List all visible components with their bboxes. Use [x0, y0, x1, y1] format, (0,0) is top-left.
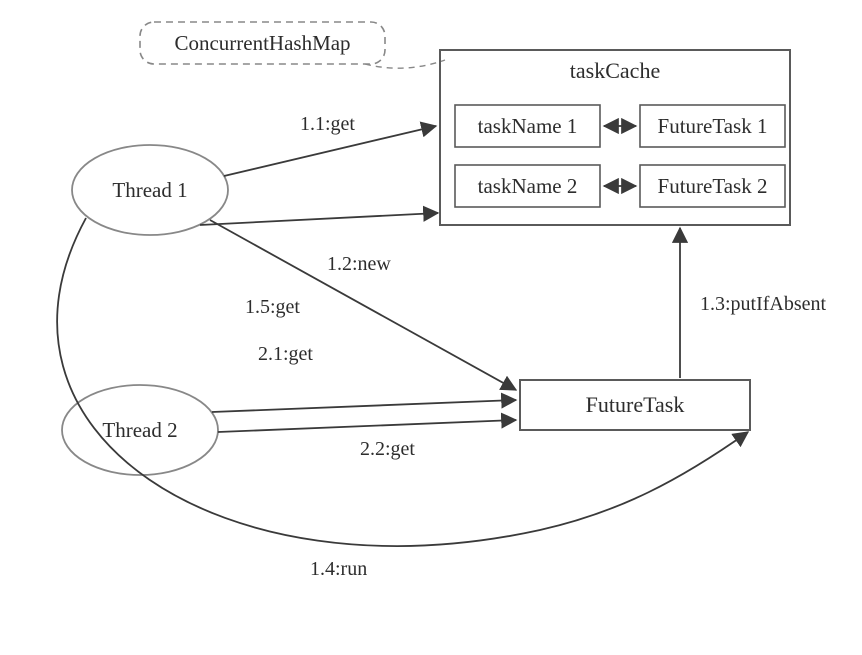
edge-1-1-get: 1.1:get	[224, 113, 436, 176]
thread-node-t1: Thread 1	[72, 145, 228, 235]
future-task-cell-label: FutureTask 2	[658, 174, 768, 198]
thread-label-t1: Thread 1	[112, 178, 187, 202]
future-task-node: FutureTask	[520, 380, 750, 430]
task-cache-box: taskCache taskName 1 FutureTask 1 taskName …	[440, 50, 790, 225]
thread-node-t2: Thread 2	[62, 385, 218, 475]
future-task-label: FutureTask	[586, 392, 685, 417]
future-task-cell-label: FutureTask 1	[658, 114, 768, 138]
edge-2-1-get: 2.1:get	[212, 343, 516, 412]
edge-2-2-get-label: 2.2:get	[360, 438, 415, 460]
task-cache-title: taskCache	[570, 58, 660, 83]
concurrent-hash-map-note: ConcurrentHashMap	[140, 22, 445, 68]
task-name-label: taskName 2	[478, 174, 578, 198]
note-tail-icon	[365, 60, 445, 68]
edge-1-5-get-label: 1.5:get	[245, 296, 300, 318]
edge-1-3-putifabsent: 1.3:putIfAbsent	[680, 228, 827, 378]
concurrent-hash-map-label: ConcurrentHashMap	[174, 31, 350, 55]
edge-1-2-new-label: 1.2:new	[327, 253, 391, 275]
edge-2-2-get: 2.2:get	[218, 420, 516, 460]
edge-1-1-get-label: 1.1:get	[300, 113, 355, 135]
thread-label-t2: Thread 2	[102, 418, 177, 442]
edge-1-5-get: 1.5:get	[200, 213, 438, 318]
edge-2-1-get-label: 2.1:get	[258, 343, 313, 365]
edge-1-4-run-label: 1.4:run	[310, 558, 367, 580]
task-name-label: taskName 1	[478, 114, 578, 138]
edge-1-3-putifabsent-label: 1.3:putIfAbsent	[700, 293, 827, 315]
